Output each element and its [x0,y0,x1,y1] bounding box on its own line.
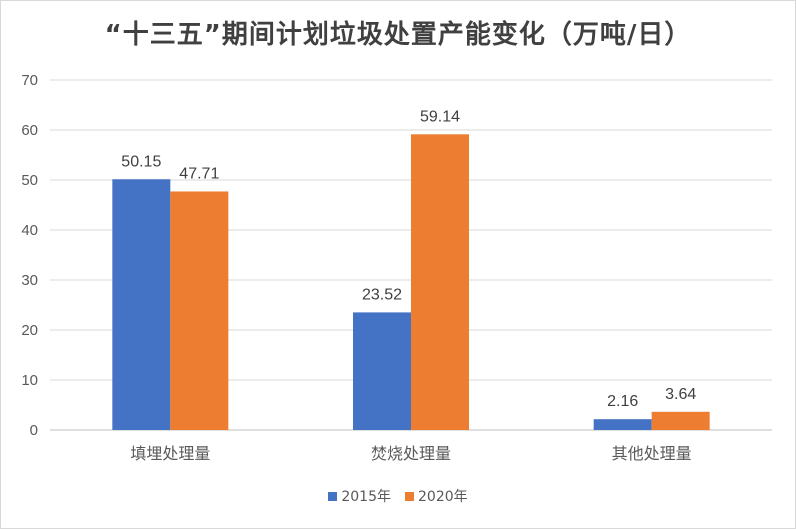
legend-swatch-2020 [405,491,414,501]
bar-2015年-焚烧处理量 [353,312,411,430]
x-category-label: 填埋处理量 [130,444,210,463]
data-label: 2.16 [607,393,638,410]
legend-item-2020: 2020年 [405,486,468,506]
x-axis-categories: 填埋处理量 焚烧处理量 其他处理量 [130,444,691,463]
y-tick-label: 50 [21,172,38,189]
y-tick-label: 70 [21,72,38,89]
x-category-label: 焚烧处理量 [371,444,451,463]
legend: 2015年 2020年 [0,486,796,506]
y-tick-label: 60 [21,122,38,139]
data-label: 50.15 [121,153,161,170]
bar-2015年-填埋处理量 [112,179,171,430]
y-tick-label: 30 [21,272,38,289]
legend-swatch-2015 [328,491,338,501]
data-label: 59.14 [420,108,460,125]
legend-item-2015: 2015年 [328,486,391,506]
bar-2020年-焚烧处理量 [411,134,469,431]
legend-label-2015: 2015年 [341,489,391,505]
chart-title: “十三五”期间计划垃圾处置产能变化（万吨/日） [104,20,692,50]
y-tick-label: 0 [30,422,38,439]
bar-2015年-其他处理量 [593,419,652,430]
bars [112,134,710,431]
y-tick-label: 10 [21,372,38,389]
data-label: 3.64 [665,386,696,403]
data-labels: 50.15 47.71 23.52 59.14 2.16 3.64 [121,108,696,410]
data-label: 23.52 [362,286,402,303]
x-category-label: 其他处理量 [612,444,692,463]
bar-2020年-填埋处理量 [170,191,229,430]
y-tick-label: 20 [21,322,38,339]
bar-2020年-其他处理量 [651,411,710,430]
y-axis-ticks: 0 10 20 30 40 50 60 70 [21,72,38,439]
y-tick-label: 40 [21,222,38,239]
data-label: 47.71 [179,165,219,182]
legend-label-2020: 2020年 [418,489,468,505]
